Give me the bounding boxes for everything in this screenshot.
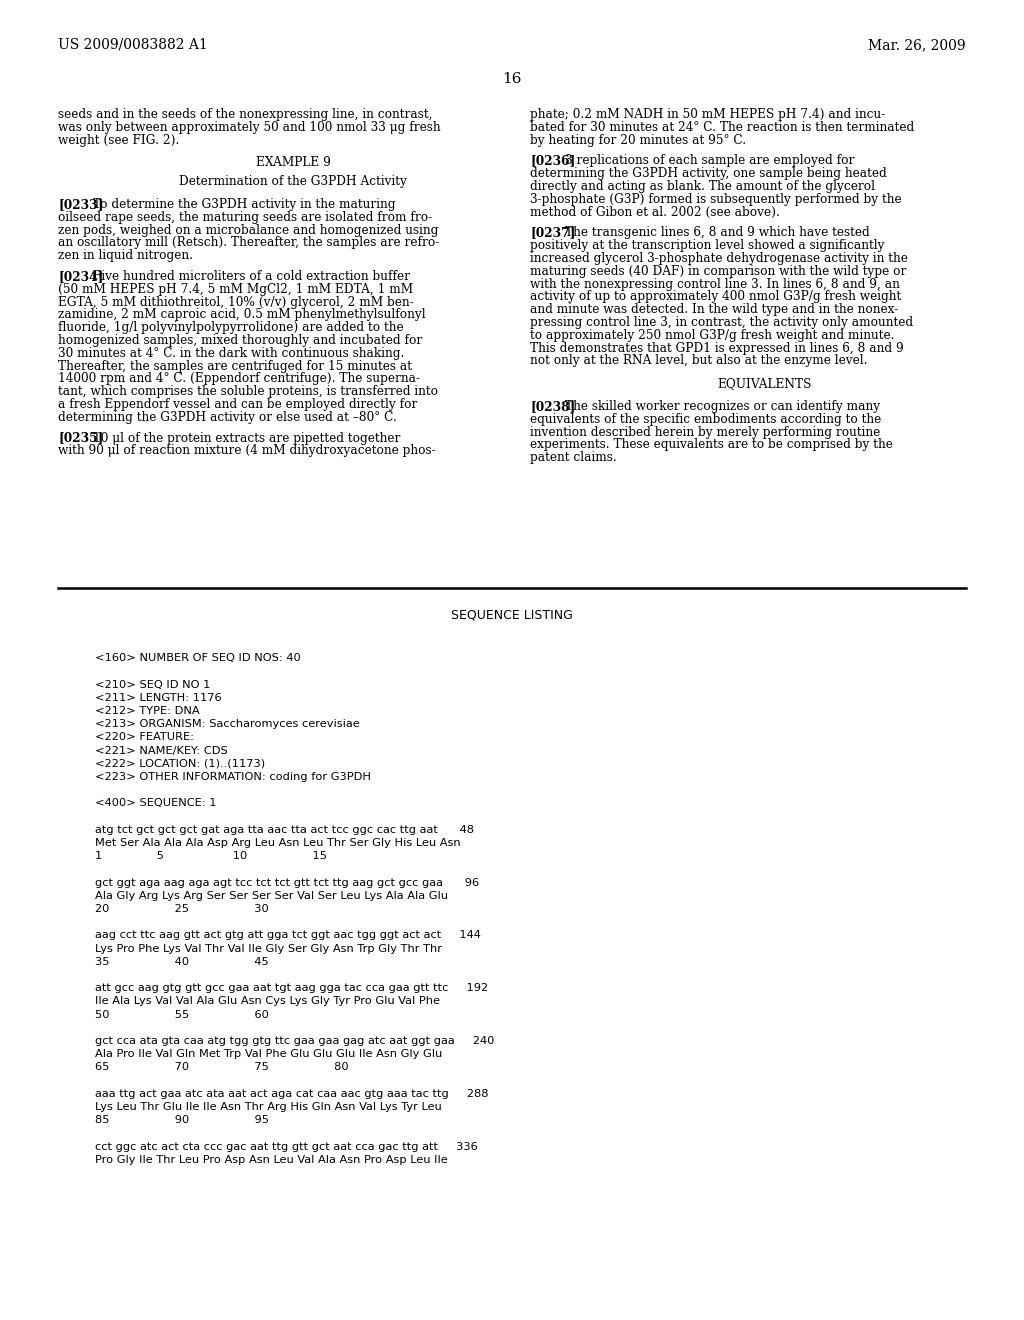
Text: Ile Ala Lys Val Val Ala Glu Asn Cys Lys Gly Tyr Pro Glu Val Phe: Ile Ala Lys Val Val Ala Glu Asn Cys Lys … (95, 997, 440, 1006)
Text: 30 minutes at 4° C. in the dark with continuous shaking.: 30 minutes at 4° C. in the dark with con… (58, 347, 404, 360)
Text: Thereafter, the samples are centrifuged for 15 minutes at: Thereafter, the samples are centrifuged … (58, 359, 412, 372)
Text: 1               5                   10                  15: 1 5 10 15 (95, 851, 327, 861)
Text: determining the G3PDH activity, one sample being heated: determining the G3PDH activity, one samp… (530, 168, 887, 181)
Text: with the nonexpressing control line 3. In lines 6, 8 and 9, an: with the nonexpressing control line 3. I… (530, 277, 900, 290)
Text: This demonstrates that GPD1 is expressed in lines 6, 8 and 9: This demonstrates that GPD1 is expressed… (530, 342, 904, 355)
Text: by heating for 20 minutes at 95° C.: by heating for 20 minutes at 95° C. (530, 133, 746, 147)
Text: experiments. These equivalents are to be comprised by the: experiments. These equivalents are to be… (530, 438, 893, 451)
Text: increased glycerol 3-phosphate dehydrogenase activity in the: increased glycerol 3-phosphate dehydroge… (530, 252, 908, 265)
Text: 16: 16 (502, 73, 522, 86)
Text: Pro Gly Ile Thr Leu Pro Asp Asn Leu Val Ala Asn Pro Asp Leu Ile: Pro Gly Ile Thr Leu Pro Asp Asn Leu Val … (95, 1155, 447, 1164)
Text: 65                  70                  75                  80: 65 70 75 80 (95, 1063, 348, 1072)
Text: was only between approximately 50 and 100 nmol 33 μg fresh: was only between approximately 50 and 10… (58, 121, 440, 133)
Text: 14000 rpm and 4° C. (Eppendorf centrifuge). The superna-: 14000 rpm and 4° C. (Eppendorf centrifug… (58, 372, 420, 385)
Text: 20                  25                  30: 20 25 30 (95, 904, 268, 913)
Text: <221> NAME/KEY: CDS: <221> NAME/KEY: CDS (95, 746, 227, 755)
Text: [0237]: [0237] (530, 227, 575, 239)
Text: Met Ser Ala Ala Ala Asp Arg Leu Asn Leu Thr Ser Gly His Leu Asn: Met Ser Ala Ala Ala Asp Arg Leu Asn Leu … (95, 838, 461, 847)
Text: SEQUENCE LISTING: SEQUENCE LISTING (451, 609, 573, 620)
Text: invention described herein by merely performing routine: invention described herein by merely per… (530, 425, 881, 438)
Text: 10 μl of the protein extracts are pipetted together: 10 μl of the protein extracts are pipett… (93, 432, 400, 445)
Text: The skilled worker recognizes or can identify many: The skilled worker recognizes or can ide… (565, 400, 880, 413)
Text: pressing control line 3, in contrast, the activity only amounted: pressing control line 3, in contrast, th… (530, 315, 913, 329)
Text: att gcc aag gtg gtt gcc gaa aat tgt aag gga tac cca gaa gtt ttc     192: att gcc aag gtg gtt gcc gaa aat tgt aag … (95, 983, 488, 993)
Text: a fresh Eppendorf vessel and can be employed directly for: a fresh Eppendorf vessel and can be empl… (58, 399, 418, 411)
Text: phate; 0.2 mM NADH in 50 mM HEPES pH 7.4) and incu-: phate; 0.2 mM NADH in 50 mM HEPES pH 7.4… (530, 108, 886, 121)
Text: Ala Pro Ile Val Gln Met Trp Val Phe Glu Glu Glu Ile Asn Gly Glu: Ala Pro Ile Val Gln Met Trp Val Phe Glu … (95, 1049, 442, 1059)
Text: positively at the transcription level showed a significantly: positively at the transcription level sh… (530, 239, 885, 252)
Text: The transgenic lines 6, 8 and 9 which have tested: The transgenic lines 6, 8 and 9 which ha… (565, 227, 869, 239)
Text: determining the G3PDH activity or else used at –80° C.: determining the G3PDH activity or else u… (58, 411, 397, 424)
Text: to approximately 250 nmol G3P/g fresh weight and minute.: to approximately 250 nmol G3P/g fresh we… (530, 329, 895, 342)
Text: with 90 μl of reaction mixture (4 mM dihydroxyacetone phos-: with 90 μl of reaction mixture (4 mM dih… (58, 445, 435, 458)
Text: Mar. 26, 2009: Mar. 26, 2009 (868, 38, 966, 51)
Text: seeds and in the seeds of the nonexpressing line, in contrast,: seeds and in the seeds of the nonexpress… (58, 108, 432, 121)
Text: [0236]: [0236] (530, 154, 575, 168)
Text: and minute was detected. In the wild type and in the nonex-: and minute was detected. In the wild typ… (530, 304, 898, 317)
Text: <213> ORGANISM: Saccharomyces cerevisiae: <213> ORGANISM: Saccharomyces cerevisiae (95, 719, 359, 729)
Text: gct cca ata gta caa atg tgg gtg ttc gaa gaa gag atc aat ggt gaa     240: gct cca ata gta caa atg tgg gtg ttc gaa … (95, 1036, 495, 1045)
Text: [0234]: [0234] (58, 271, 103, 282)
Text: patent claims.: patent claims. (530, 451, 616, 465)
Text: To determine the G3PDH activity in the maturing: To determine the G3PDH activity in the m… (93, 198, 395, 211)
Text: weight (see FIG. 2).: weight (see FIG. 2). (58, 133, 179, 147)
Text: EQUIVALENTS: EQUIVALENTS (718, 378, 812, 391)
Text: <220> FEATURE:: <220> FEATURE: (95, 733, 194, 742)
Text: maturing seeds (40 DAF) in comparison with the wild type or: maturing seeds (40 DAF) in comparison wi… (530, 265, 906, 277)
Text: <211> LENGTH: 1176: <211> LENGTH: 1176 (95, 693, 221, 702)
Text: EGTA, 5 mM dithiothreitol, 10% (v/v) glycerol, 2 mM ben-: EGTA, 5 mM dithiothreitol, 10% (v/v) gly… (58, 296, 414, 309)
Text: US 2009/0083882 A1: US 2009/0083882 A1 (58, 38, 208, 51)
Text: <212> TYPE: DNA: <212> TYPE: DNA (95, 706, 200, 715)
Text: [0238]: [0238] (530, 400, 575, 413)
Text: tant, which comprises the soluble proteins, is transferred into: tant, which comprises the soluble protei… (58, 385, 438, 399)
Text: Lys Leu Thr Glu Ile Ile Asn Thr Arg His Gln Asn Val Lys Tyr Leu: Lys Leu Thr Glu Ile Ile Asn Thr Arg His … (95, 1102, 441, 1111)
Text: [0235]: [0235] (58, 432, 103, 445)
Text: homogenized samples, mixed thoroughly and incubated for: homogenized samples, mixed thoroughly an… (58, 334, 422, 347)
Text: gct ggt aga aag aga agt tcc tct tct gtt tct ttg aag gct gcc gaa      96: gct ggt aga aag aga agt tcc tct tct gtt … (95, 878, 479, 887)
Text: zen pods, weighed on a microbalance and homogenized using: zen pods, weighed on a microbalance and … (58, 223, 438, 236)
Text: <222> LOCATION: (1)..(1173): <222> LOCATION: (1)..(1173) (95, 759, 265, 768)
Text: <160> NUMBER OF SEQ ID NOS: 40: <160> NUMBER OF SEQ ID NOS: 40 (95, 653, 301, 663)
Text: Ala Gly Arg Lys Arg Ser Ser Ser Ser Val Ser Leu Lys Ala Ala Glu: Ala Gly Arg Lys Arg Ser Ser Ser Ser Val … (95, 891, 449, 900)
Text: aaa ttg act gaa atc ata aat act aga cat caa aac gtg aaa tac ttg     288: aaa ttg act gaa atc ata aat act aga cat … (95, 1089, 488, 1098)
Text: Lys Pro Phe Lys Val Thr Val Ile Gly Ser Gly Asn Trp Gly Thr Thr: Lys Pro Phe Lys Val Thr Val Ile Gly Ser … (95, 944, 442, 953)
Text: 35                  40                  45: 35 40 45 (95, 957, 268, 966)
Text: (50 mM HEPES pH 7.4, 5 mM MgCl2, 1 mM EDTA, 1 mM: (50 mM HEPES pH 7.4, 5 mM MgCl2, 1 mM ED… (58, 282, 413, 296)
Text: <400> SEQUENCE: 1: <400> SEQUENCE: 1 (95, 799, 216, 808)
Text: aag cct ttc aag gtt act gtg att gga tct ggt aac tgg ggt act act     144: aag cct ttc aag gtt act gtg att gga tct … (95, 931, 481, 940)
Text: bated for 30 minutes at 24° C. The reaction is then terminated: bated for 30 minutes at 24° C. The react… (530, 121, 914, 133)
Text: 3 replications of each sample are employed for: 3 replications of each sample are employ… (565, 154, 854, 168)
Text: <223> OTHER INFORMATION: coding for G3PDH: <223> OTHER INFORMATION: coding for G3PD… (95, 772, 371, 781)
Text: 3-phosphate (G3P) formed is subsequently performed by the: 3-phosphate (G3P) formed is subsequently… (530, 193, 901, 206)
Text: an oscillatory mill (Retsch). Thereafter, the samples are refro-: an oscillatory mill (Retsch). Thereafter… (58, 236, 439, 249)
Text: method of Gibon et al. 2002 (see above).: method of Gibon et al. 2002 (see above). (530, 206, 780, 219)
Text: [0233]: [0233] (58, 198, 103, 211)
Text: directly and acting as blank. The amount of the glycerol: directly and acting as blank. The amount… (530, 180, 874, 193)
Text: fluoride, 1g/l polyvinylpolypyrrolidone) are added to the: fluoride, 1g/l polyvinylpolypyrrolidone)… (58, 321, 403, 334)
Text: Five hundred microliters of a cold extraction buffer: Five hundred microliters of a cold extra… (93, 271, 410, 282)
Text: activity of up to approximately 400 nmol G3P/g fresh weight: activity of up to approximately 400 nmol… (530, 290, 901, 304)
Text: <210> SEQ ID NO 1: <210> SEQ ID NO 1 (95, 680, 210, 689)
Text: not only at the RNA level, but also at the enzyme level.: not only at the RNA level, but also at t… (530, 354, 867, 367)
Text: Determination of the G3PDH Activity: Determination of the G3PDH Activity (179, 176, 407, 189)
Text: 85                  90                  95: 85 90 95 (95, 1115, 269, 1125)
Text: atg tct gct gct gct gat aga tta aac tta act tcc ggc cac ttg aat      48: atg tct gct gct gct gat aga tta aac tta … (95, 825, 474, 834)
Text: zen in liquid nitrogen.: zen in liquid nitrogen. (58, 249, 193, 263)
Text: EXAMPLE 9: EXAMPLE 9 (256, 156, 331, 169)
Text: oilseed rape seeds, the maturing seeds are isolated from fro-: oilseed rape seeds, the maturing seeds a… (58, 211, 432, 224)
Text: zamidine, 2 mM caproic acid, 0.5 mM phenylmethylsulfonyl: zamidine, 2 mM caproic acid, 0.5 mM phen… (58, 309, 426, 321)
Text: 50                  55                  60: 50 55 60 (95, 1010, 269, 1019)
Text: equivalents of the specific embodiments according to the: equivalents of the specific embodiments … (530, 413, 882, 426)
Text: cct ggc atc act cta ccc gac aat ttg gtt gct aat cca gac ttg att     336: cct ggc atc act cta ccc gac aat ttg gtt … (95, 1142, 478, 1151)
